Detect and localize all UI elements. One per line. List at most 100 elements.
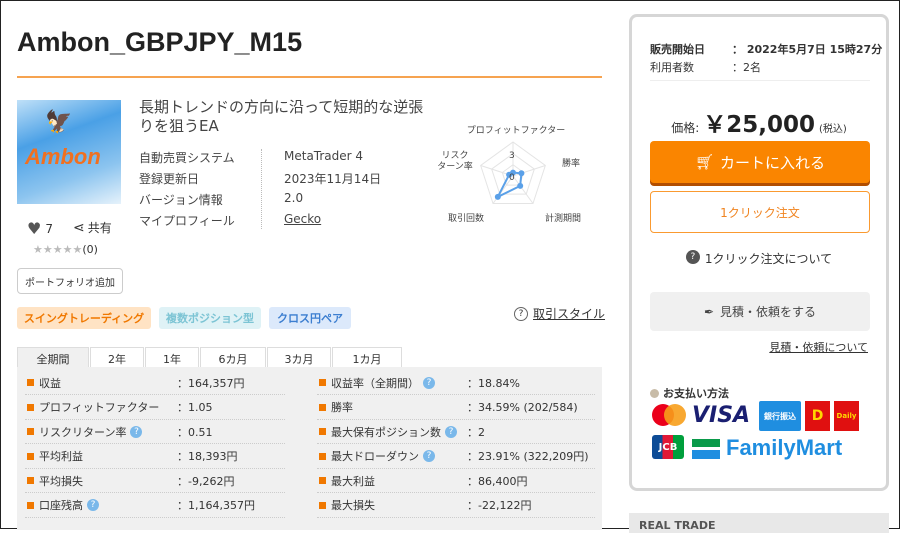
bullet-icon — [319, 379, 326, 386]
radar-tick-label: 0 — [509, 173, 515, 183]
info-value: 2.0 — [284, 191, 304, 205]
pen-icon: ✒ — [703, 304, 715, 319]
tab-period[interactable]: 1カ月 — [332, 347, 402, 369]
tax-label: (税込) — [819, 124, 847, 135]
stat-row: 収益 ：164,357円 — [25, 371, 285, 395]
sale-start-label: 販売開始日 — [650, 43, 705, 56]
one-click-order-button[interactable]: 1クリック注文 — [650, 191, 870, 233]
bullet-icon — [27, 403, 34, 411]
tag[interactable]: クロス円ペア — [269, 307, 351, 329]
radar-axis-label: ターン率 — [437, 160, 473, 172]
heart-icon: ♥ — [27, 219, 42, 238]
bullet-icon — [319, 477, 326, 484]
quote-request-button[interactable]: ✒ 見積・依頼をする — [650, 292, 870, 331]
tag[interactable]: スイングトレーディング — [17, 307, 151, 329]
radar-axis-label: プロフィットファクター — [467, 125, 565, 136]
visa-logo: VISA — [692, 403, 751, 428]
panel-divider — [650, 80, 870, 81]
stat-row: 口座残高? ：1,164,357円 — [25, 494, 285, 518]
share-label: 共有 — [87, 221, 112, 235]
page-title: Ambon_GBPJPY_M15 — [17, 27, 303, 57]
stat-label: 収益率（全期間） — [331, 376, 419, 390]
sale-start-value: ： 2022年5月7日 15時27分 — [732, 43, 883, 56]
help-icon: ? — [685, 250, 700, 264]
stat-row: 最大保有ポジション数? ：2 — [317, 420, 595, 444]
radar-point — [517, 182, 524, 189]
help-icon[interactable]: ? — [445, 425, 457, 438]
help-icon[interactable]: ? — [423, 376, 435, 389]
stats-panel: 収益 ：164,357円 プロフィットファクター ：1.05 リスクリターン率? ：0.5… — [17, 367, 602, 530]
help-icon[interactable]: ? — [423, 450, 435, 462]
product-thumbnail: 🦅 Ambon — [17, 100, 121, 204]
bird-image: 🦅 — [45, 110, 73, 135]
one-click-help-link[interactable]: ? 1クリック注文について — [632, 250, 886, 267]
help-icon[interactable]: ? — [87, 499, 99, 511]
help-icon[interactable]: ? — [130, 425, 143, 438]
thumbnail-logo: Ambon — [25, 144, 101, 169]
add-to-cart-button[interactable]: 🛒︎ カートに入れる — [650, 141, 870, 183]
stat-value: ：1,164,357円 — [177, 499, 255, 512]
stat-label: 平均利益 — [39, 450, 83, 463]
bullet-icon — [319, 452, 326, 460]
info-value[interactable]: Gecko — [284, 212, 322, 226]
quote-label: 見積・依頼をする — [720, 305, 817, 319]
info-value: 2023年11月14日 — [284, 172, 382, 186]
stat-row: 最大損失 ：-22,122円 — [317, 494, 595, 518]
stat-value: ：1.05 — [177, 401, 213, 414]
tab-period[interactable]: 3カ月 — [267, 347, 331, 369]
bullet-icon — [27, 501, 34, 509]
mastercard-logo — [650, 402, 688, 430]
bullet-icon — [27, 452, 34, 460]
daily-logo: Daily — [834, 401, 859, 431]
share-button[interactable]: ⋖ 共有 — [73, 219, 112, 236]
stat-row: 最大ドローダウン? ：23.91% (322,209円) — [317, 445, 595, 469]
tab-period[interactable]: 全期間 — [17, 347, 89, 369]
stat-row: 最大利益 ：86,400円 — [317, 469, 595, 493]
radar-axis-label: リスク — [441, 150, 468, 161]
radar-point — [506, 171, 513, 178]
like-count: 7 — [45, 221, 53, 236]
tag[interactable]: 複数ポジション型 — [159, 307, 261, 329]
title-divider — [17, 76, 602, 78]
bullet-icon — [650, 388, 659, 398]
info-key: バージョン情報 — [139, 193, 223, 207]
stat-label: 収益 — [39, 376, 61, 390]
payment-title: お支払い方法 — [663, 387, 729, 400]
radar-point — [494, 193, 501, 200]
bullet-icon — [319, 403, 326, 411]
stat-value: ：18.84% — [467, 376, 520, 390]
info-divider — [261, 149, 262, 229]
bullet-icon — [27, 477, 34, 484]
bullet-icon — [27, 428, 34, 435]
radar-axis — [512, 175, 534, 204]
add-portfolio-button[interactable]: ポートフォリオ追加 — [17, 268, 123, 294]
share-icon: ⋖ — [73, 219, 85, 236]
stat-label: 最大利益 — [331, 474, 375, 488]
stat-value: ：23.91% (322,209円) — [467, 450, 589, 463]
stat-label: プロフィットファクター — [39, 401, 160, 414]
stat-label: 平均損失 — [39, 474, 83, 488]
help-icon: ? — [514, 306, 528, 321]
price: ￥25,000 — [703, 112, 815, 138]
tab-period[interactable]: 6カ月 — [200, 347, 266, 369]
tab-period[interactable]: 1年 — [145, 347, 199, 369]
price-label: 価格: — [671, 121, 700, 135]
like-button[interactable]: ♥ 7 — [27, 219, 53, 238]
stat-value: ：164,357円 — [177, 376, 245, 390]
info-row: バージョン情報 2.0 — [139, 191, 303, 208]
radar-axis-label: 勝率 — [562, 157, 580, 169]
trade-style-link[interactable]: ? 取引スタイル — [514, 305, 605, 322]
tab-period[interactable]: 2年 — [90, 347, 144, 369]
stat-label: リスクリターン率 — [39, 425, 127, 439]
stat-label: 口座残高 — [39, 499, 83, 512]
product-description: 長期トレンドの方向に沿って短期的な逆張りを狙うEA — [139, 98, 424, 135]
quote-info-link[interactable]: 見積・依頼について — [769, 341, 868, 354]
purchase-panel: 販売開始日 ： 2022年5月7日 15時27分 利用者数 ：2名 価格: ￥2… — [629, 14, 889, 491]
users-value: ：2名 — [732, 61, 761, 74]
stat-row: 勝率 ：34.59% (202/584) — [317, 396, 595, 420]
stat-row: プロフィットファクター ：1.05 — [25, 396, 285, 420]
info-key: 登録更新日 — [139, 172, 200, 186]
stat-row: 収益率（全期間）? ：18.84% — [317, 371, 595, 395]
stat-value: ：-9,262円 — [177, 474, 235, 488]
